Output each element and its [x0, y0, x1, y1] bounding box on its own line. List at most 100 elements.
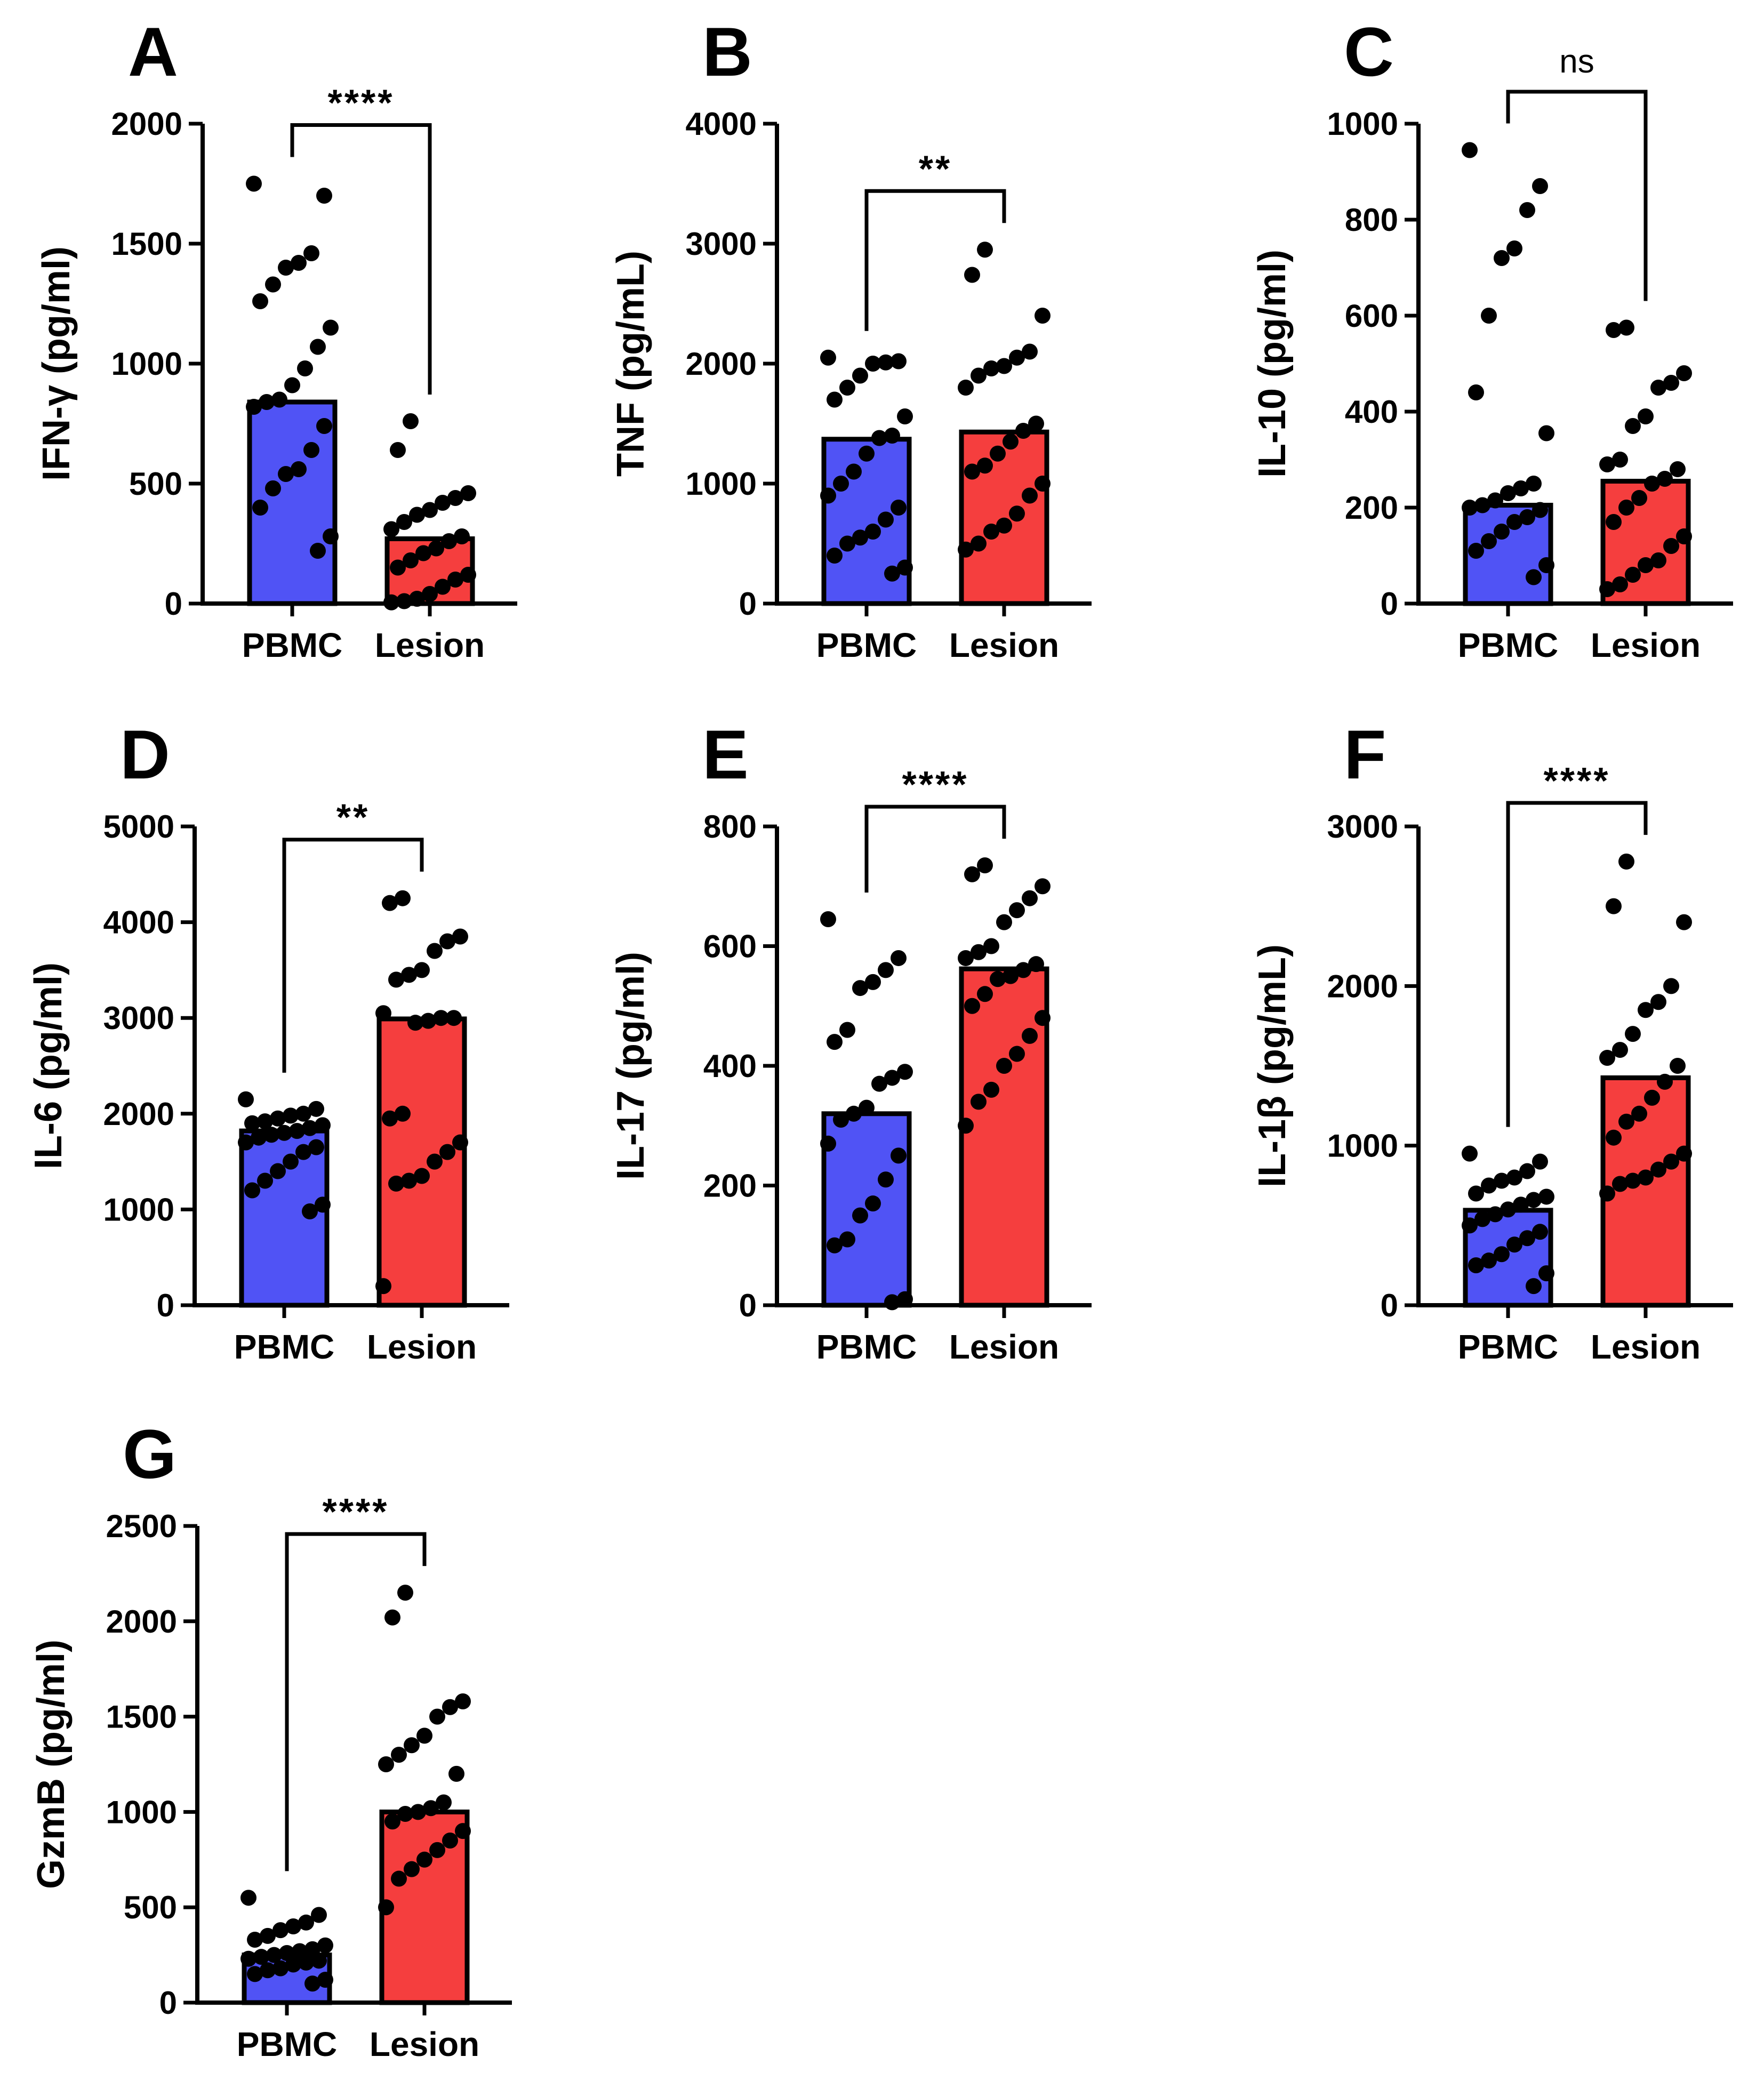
data-point-pbmc	[1474, 1211, 1490, 1227]
data-point-lesion	[964, 998, 980, 1014]
data-point-pbmc	[276, 1124, 292, 1141]
data-point-lesion	[996, 358, 1012, 374]
y-tick-label: 500	[124, 1890, 177, 1925]
data-point-lesion	[429, 1842, 445, 1858]
panel-letter: G	[123, 1415, 177, 1493]
y-tick-label: 1000	[686, 466, 757, 502]
data-point-pbmc	[1494, 1172, 1510, 1189]
data-point-lesion	[454, 528, 470, 544]
data-point-lesion	[388, 971, 404, 988]
data-point-lesion	[1663, 978, 1679, 994]
data-point-pbmc	[865, 1195, 881, 1212]
data-point-pbmc	[1526, 569, 1542, 585]
data-point-pbmc	[270, 1163, 286, 1179]
x-tick-label-lesion: Lesion	[367, 1328, 477, 1366]
data-point-lesion	[447, 490, 463, 506]
data-point-pbmc	[897, 1064, 913, 1080]
data-point-lesion	[996, 1058, 1012, 1074]
data-point-pbmc	[260, 1927, 276, 1944]
data-point-pbmc	[878, 354, 894, 371]
data-point-lesion	[1650, 552, 1666, 568]
data-point-pbmc	[884, 565, 900, 582]
y-tick-label: 0	[739, 1288, 757, 1323]
data-point-lesion	[422, 502, 438, 518]
data-point-pbmc	[878, 962, 894, 978]
data-point-pbmc	[266, 1947, 282, 1963]
significance-label: **	[919, 148, 952, 189]
data-point-lesion	[1676, 1145, 1692, 1162]
data-point-lesion	[1618, 1113, 1634, 1130]
y-tick-label: 3000	[686, 226, 757, 262]
data-point-lesion	[1625, 567, 1641, 583]
data-point-lesion	[958, 541, 974, 558]
panel-letter: E	[702, 716, 749, 793]
data-point-lesion	[427, 943, 443, 959]
data-point-lesion	[1606, 898, 1622, 914]
data-point-lesion	[460, 567, 476, 583]
panel-letter: F	[1344, 716, 1386, 793]
data-point-lesion	[1009, 505, 1025, 522]
data-point-lesion	[428, 540, 444, 557]
data-point-pbmc	[878, 511, 894, 528]
x-tick-label-lesion: Lesion	[949, 626, 1059, 664]
data-point-pbmc	[297, 360, 313, 376]
data-point-pbmc	[303, 245, 319, 261]
y-tick-label: 1000	[106, 1794, 177, 1830]
data-point-pbmc	[1468, 1185, 1484, 1202]
data-point-pbmc	[820, 1135, 836, 1152]
data-point-lesion	[971, 367, 987, 384]
data-point-lesion	[391, 1747, 407, 1763]
data-point-pbmc	[1538, 557, 1554, 573]
data-point-lesion	[1650, 380, 1666, 396]
x-tick-label-pbmc: PBMC	[816, 626, 917, 664]
data-point-lesion	[1599, 456, 1615, 472]
data-point-pbmc	[278, 466, 294, 482]
y-axis-title: GzmB (pg/ml)	[30, 1640, 73, 1889]
data-point-pbmc	[295, 1105, 311, 1122]
x-tick-label-lesion: Lesion	[1591, 1328, 1701, 1366]
data-point-lesion	[435, 579, 451, 595]
data-point-pbmc	[1506, 1236, 1522, 1253]
data-point-lesion	[1618, 319, 1634, 336]
data-point-lesion	[1606, 514, 1622, 530]
data-point-lesion	[416, 1851, 432, 1868]
data-point-pbmc	[310, 339, 326, 355]
data-point-lesion	[396, 514, 412, 530]
data-point-lesion	[384, 1609, 400, 1626]
data-point-lesion	[390, 559, 406, 576]
data-point-lesion	[977, 857, 993, 873]
x-tick-label-lesion: Lesion	[375, 626, 485, 664]
data-point-pbmc	[247, 1931, 263, 1948]
data-point-lesion	[1035, 878, 1051, 895]
data-point-lesion	[1670, 461, 1686, 477]
data-point-pbmc	[852, 367, 868, 384]
x-tick-label-lesion: Lesion	[1591, 626, 1701, 664]
data-point-pbmc	[310, 543, 326, 559]
y-tick-label: 4000	[103, 905, 174, 941]
data-point-pbmc	[1526, 1192, 1542, 1208]
data-point-pbmc	[317, 1972, 333, 1988]
data-point-pbmc	[263, 1127, 279, 1143]
data-point-lesion	[441, 533, 457, 549]
data-point-pbmc	[257, 1113, 273, 1130]
x-tick-label-pbmc: PBMC	[1458, 626, 1558, 664]
data-point-pbmc	[1506, 1169, 1522, 1186]
data-point-lesion	[429, 1708, 445, 1725]
data-point-lesion	[1618, 853, 1634, 870]
data-point-pbmc	[265, 276, 281, 293]
data-point-pbmc	[1513, 1196, 1529, 1213]
data-point-lesion	[977, 242, 993, 258]
data-point-lesion	[391, 1870, 407, 1887]
data-point-lesion	[1022, 343, 1038, 360]
data-point-lesion	[1676, 365, 1692, 381]
data-point-lesion	[378, 1756, 394, 1772]
data-point-pbmc	[1481, 308, 1497, 324]
data-point-pbmc	[285, 1918, 301, 1934]
y-tick-label: 0	[157, 1288, 174, 1323]
bar-pbmc	[821, 1111, 912, 1308]
data-point-lesion	[409, 507, 425, 523]
data-point-pbmc	[1494, 250, 1510, 266]
y-tick-label: 800	[703, 809, 757, 845]
data-point-lesion	[1618, 500, 1634, 516]
panel-letter: B	[702, 13, 752, 91]
